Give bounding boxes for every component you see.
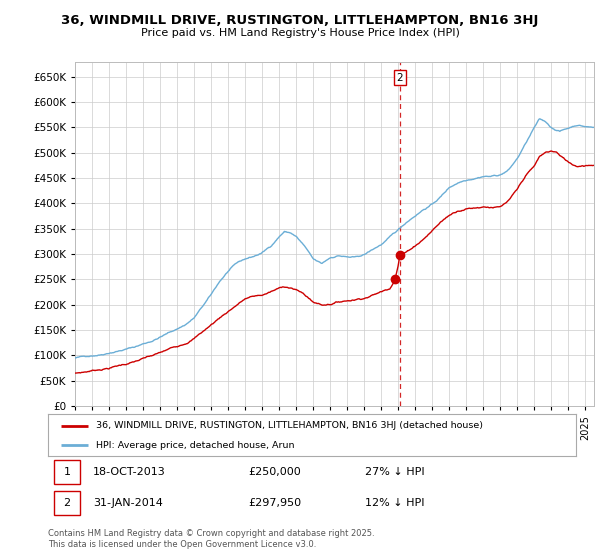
FancyBboxPatch shape — [55, 460, 80, 484]
Text: £250,000: £250,000 — [248, 467, 301, 477]
Text: 12% ↓ HPI: 12% ↓ HPI — [365, 498, 424, 508]
Text: Price paid vs. HM Land Registry's House Price Index (HPI): Price paid vs. HM Land Registry's House … — [140, 28, 460, 38]
Text: 36, WINDMILL DRIVE, RUSTINGTON, LITTLEHAMPTON, BN16 3HJ: 36, WINDMILL DRIVE, RUSTINGTON, LITTLEHA… — [61, 14, 539, 27]
Text: £297,950: £297,950 — [248, 498, 302, 508]
Text: HPI: Average price, detached house, Arun: HPI: Average price, detached house, Arun — [95, 441, 294, 450]
Text: 2: 2 — [64, 498, 71, 508]
Text: 1: 1 — [64, 467, 71, 477]
Text: 2: 2 — [397, 73, 403, 83]
FancyBboxPatch shape — [55, 491, 80, 515]
Text: 31-JAN-2014: 31-JAN-2014 — [93, 498, 163, 508]
Text: 36, WINDMILL DRIVE, RUSTINGTON, LITTLEHAMPTON, BN16 3HJ (detached house): 36, WINDMILL DRIVE, RUSTINGTON, LITTLEHA… — [95, 421, 482, 430]
Text: 18-OCT-2013: 18-OCT-2013 — [93, 467, 166, 477]
Text: 27% ↓ HPI: 27% ↓ HPI — [365, 467, 424, 477]
Text: Contains HM Land Registry data © Crown copyright and database right 2025.
This d: Contains HM Land Registry data © Crown c… — [48, 529, 374, 549]
